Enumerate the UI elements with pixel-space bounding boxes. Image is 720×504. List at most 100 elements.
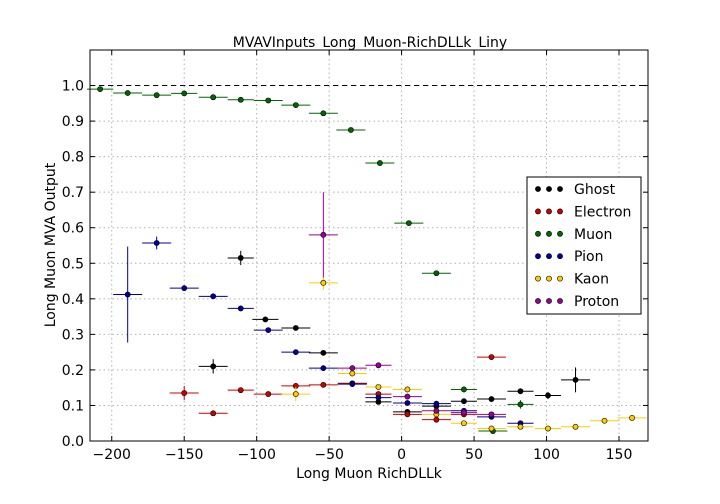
proton-point (349, 365, 356, 372)
y-tick-label: 1.0 (62, 79, 84, 95)
legend-marker (546, 208, 552, 215)
x-tick-label: −50 (314, 447, 344, 463)
electron-point (488, 354, 495, 361)
proton-point (461, 409, 467, 416)
pion-point (375, 394, 382, 401)
pion-point (349, 381, 356, 388)
kaon-point (572, 423, 579, 430)
pion-point (124, 291, 131, 298)
y-tick-label: 0.6 (62, 221, 84, 237)
muon-point (320, 110, 327, 117)
y-tick-label: 0.0 (62, 434, 84, 450)
electron-point (181, 390, 188, 396)
x-tick-label: 50 (465, 447, 483, 463)
legend-marker (535, 230, 541, 237)
muon-point (461, 386, 467, 393)
proton-point (488, 411, 495, 418)
kaon-point (320, 279, 327, 286)
muon-point (405, 220, 412, 227)
legend-label: Proton (574, 294, 619, 310)
legend-marker (546, 298, 552, 304)
y-tick-label: 0.8 (62, 150, 84, 166)
legend-item-ghost: Ghost (535, 182, 616, 198)
muon-point (265, 97, 272, 104)
y-axis: 0.0 0.1 0.2 0.3 0.4 0.5 0.6 0.7 0.8 0.9 1.0 (62, 79, 648, 450)
pion-point (292, 349, 299, 356)
electron-point (210, 410, 217, 417)
legend-marker (557, 208, 563, 215)
ghost-point (517, 388, 524, 395)
legend-marker (557, 230, 563, 237)
proton-point (375, 362, 382, 369)
ghost-point (262, 316, 269, 323)
chart-title: MVAVInputs_Long_Muon-RichDLLk_Liny (233, 35, 507, 51)
y-tick-label: 0.9 (62, 114, 84, 130)
kaon-point (404, 386, 411, 393)
series-layer (87, 86, 647, 434)
pion-point (181, 285, 188, 292)
ghost-point (320, 349, 327, 356)
legend: Ghost Electron Muon Pion Kaon Proton (526, 176, 642, 315)
y-tick-label: 0.5 (62, 256, 84, 272)
ghost-point (210, 363, 217, 370)
pion-point (210, 293, 217, 300)
series-muon (87, 86, 534, 434)
electron-point (320, 381, 327, 388)
kaon-point (601, 417, 608, 424)
legend-marker (557, 298, 563, 304)
pion-point (237, 305, 244, 312)
proton-point (320, 231, 327, 238)
y-tick-label: 0.3 (62, 327, 84, 343)
series-electron (169, 354, 506, 423)
kaon-point (629, 414, 635, 421)
ghost-point (572, 376, 579, 383)
ghost-point (461, 398, 467, 405)
legend-marker (535, 208, 541, 215)
muon-point (153, 92, 160, 99)
muon-point (347, 127, 354, 133)
series-proton (308, 192, 506, 418)
legend-marker (535, 298, 541, 304)
legend-label: Muon (574, 227, 612, 243)
legend-item-proton: Proton (535, 294, 619, 310)
pion-point (433, 400, 440, 407)
muon-point (210, 94, 217, 101)
y-tick-label: 0.1 (62, 398, 84, 414)
x-tick-label: −100 (237, 447, 275, 463)
pion-point (320, 365, 327, 372)
muon-point (517, 401, 524, 408)
ghost-point (237, 255, 244, 261)
x-tick-label: 100 (533, 447, 560, 463)
legend-label: Electron (574, 204, 631, 220)
muon-point (433, 270, 440, 277)
x-tick-label: −200 (93, 447, 131, 463)
proton-point (433, 407, 440, 414)
legend-item-electron: Electron (535, 204, 631, 220)
legend-marker (546, 253, 552, 260)
x-tick-label: 150 (606, 447, 633, 463)
x-tick-label: −150 (165, 447, 203, 463)
electron-point (265, 391, 272, 397)
kaon-point (461, 420, 467, 427)
legend-marker (557, 275, 563, 282)
y-tick-label: 0.2 (62, 363, 84, 379)
y-axis-label: Long Muon MVA Output (43, 162, 59, 327)
series-ghost (198, 250, 591, 415)
muon-point (292, 102, 299, 108)
x-tick-label: 0 (397, 447, 406, 463)
kaon-point (375, 384, 382, 390)
muon-point (124, 90, 131, 96)
x-axis-label: Long Muon RichDLLk (296, 466, 443, 482)
legend-marker (557, 253, 563, 260)
legend-item-pion: Pion (535, 249, 603, 265)
ghost-point (488, 396, 495, 402)
kaon-point (292, 391, 299, 397)
kaon-point (488, 425, 495, 432)
pion-point (404, 400, 411, 406)
kaon-point (545, 425, 551, 432)
legend-marker (546, 275, 552, 282)
proton-point (404, 393, 411, 400)
kaon-point (349, 370, 356, 377)
pion-point (265, 327, 272, 333)
